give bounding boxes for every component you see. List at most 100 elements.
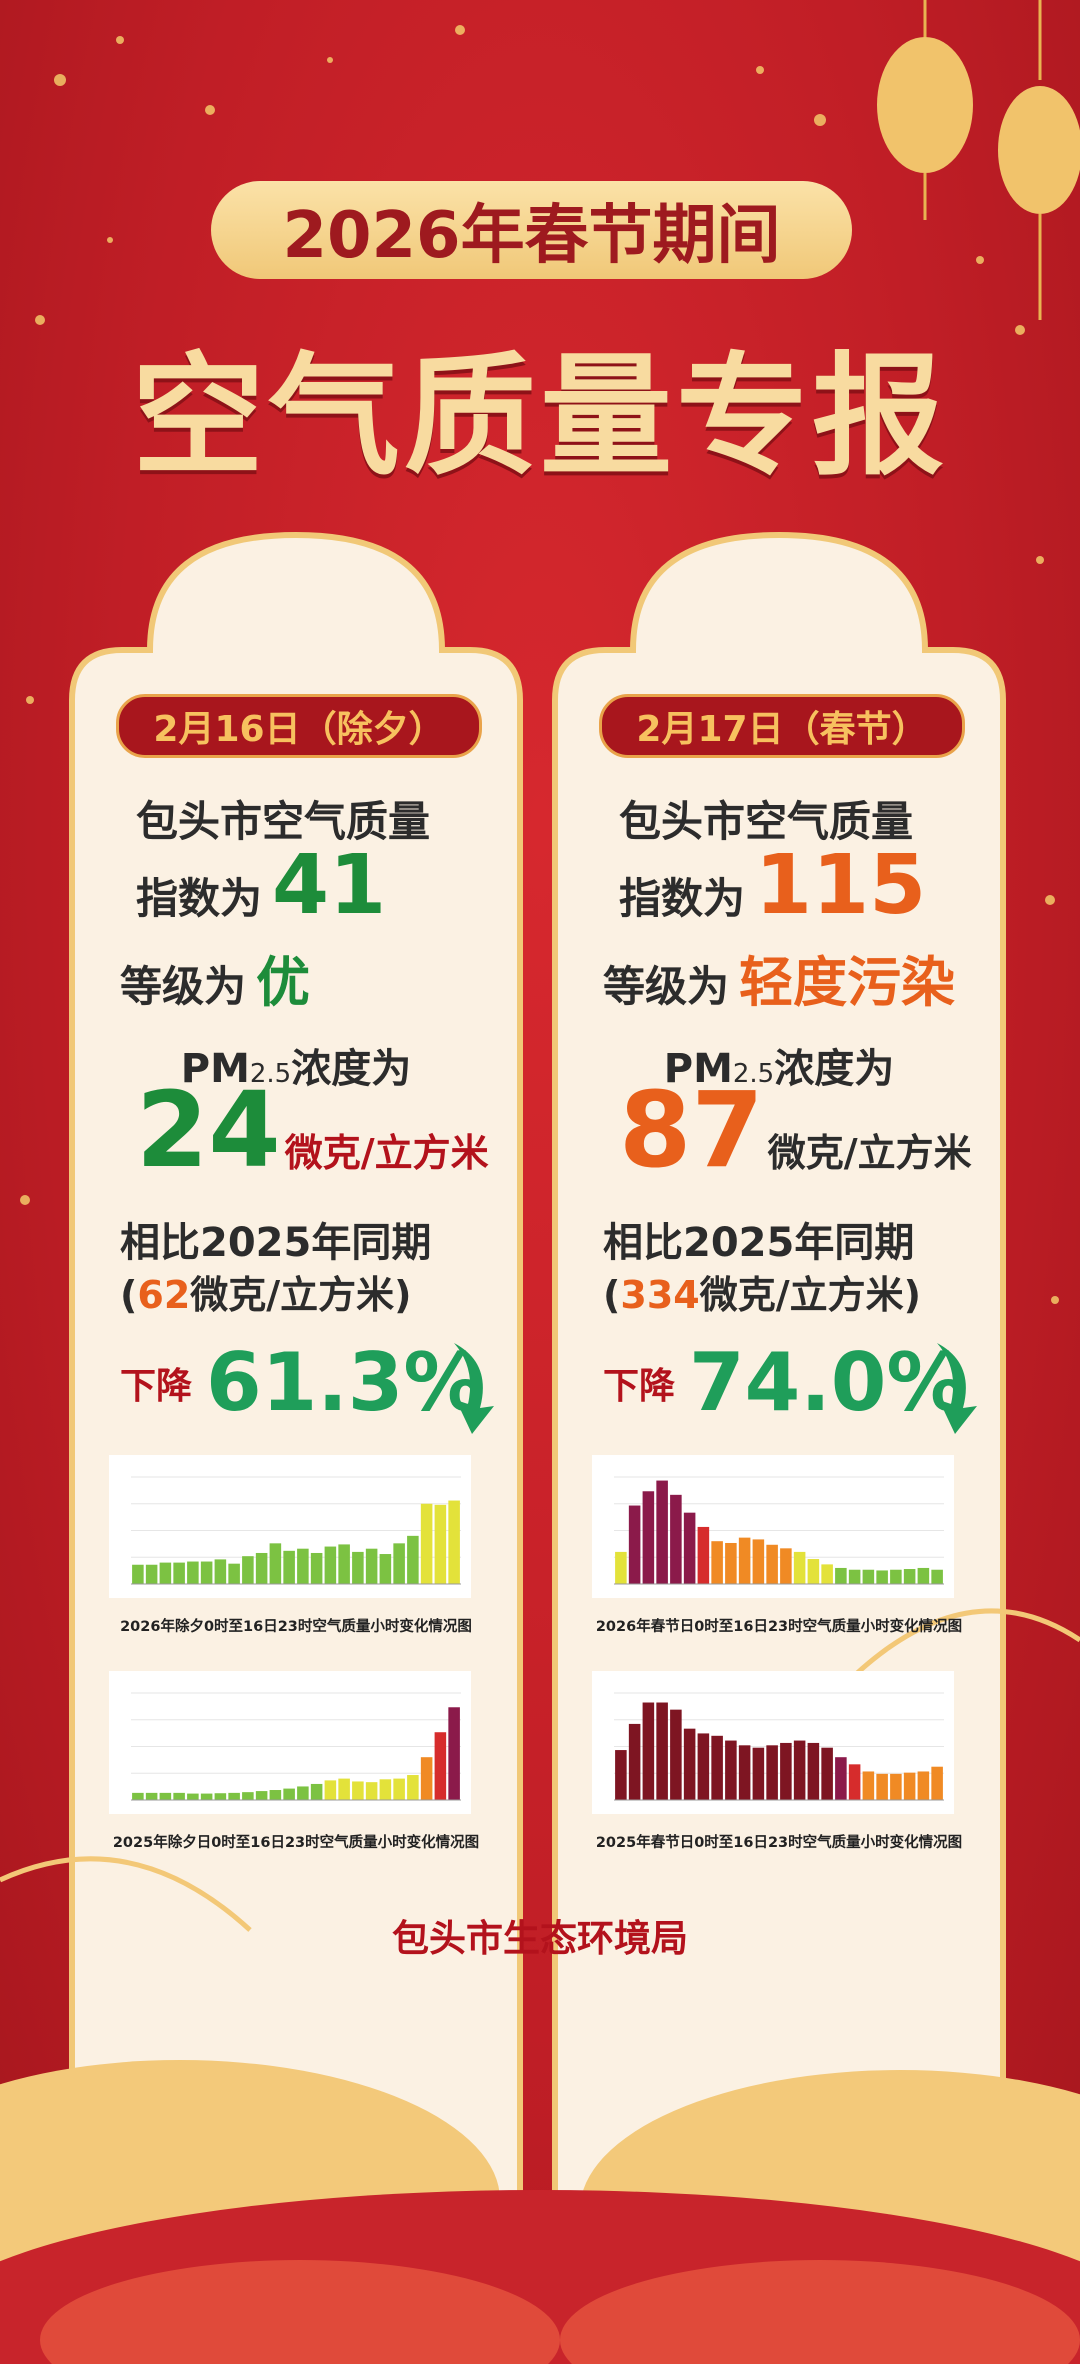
bar — [338, 1778, 350, 1800]
bar — [365, 1548, 378, 1584]
bar — [214, 1559, 227, 1584]
bar — [628, 1505, 641, 1584]
bar — [903, 1569, 916, 1584]
bar — [338, 1544, 350, 1584]
compare: 相比2025年同期 — [603, 1220, 915, 1266]
bar — [697, 1733, 710, 1800]
pm-line: PM2.5浓度为 — [555, 1036, 1003, 1094]
bar — [752, 1539, 765, 1584]
bar — [766, 1745, 778, 1800]
mini-chart — [109, 1455, 471, 1598]
mini-chart — [592, 1671, 954, 1814]
bar — [420, 1757, 433, 1800]
compare: 相比2025年同期 — [120, 1220, 432, 1266]
date-pill: 2月17日（春节） — [599, 694, 965, 758]
prev-close: 微克/立方米) — [699, 1273, 921, 1317]
prev-open: ( — [120, 1273, 138, 1317]
clouds — [0, 2060, 1080, 2364]
bar — [393, 1778, 405, 1800]
bar — [379, 1554, 392, 1584]
chart-caption: 2025年除夕日0时至16日23时空气质量小时变化情况图 — [112, 1835, 480, 1851]
bar — [780, 1742, 792, 1800]
bar — [876, 1773, 888, 1800]
prev-open: ( — [603, 1273, 621, 1317]
confetti — [20, 25, 1059, 1304]
bar — [283, 1788, 295, 1800]
pm-unit: 微克/立方米 — [284, 1131, 489, 1175]
bar — [642, 1702, 655, 1800]
bar — [379, 1779, 392, 1800]
pm-value-line: 87 微克/立方米 — [619, 1078, 972, 1182]
pm-label: PM — [180, 1046, 250, 1092]
bar — [738, 1745, 751, 1800]
drop-label: 下降 — [603, 1365, 676, 1407]
bar — [228, 1792, 240, 1800]
bar — [807, 1742, 820, 1800]
down-arrow — [937, 1343, 977, 1434]
bar — [890, 1569, 902, 1584]
level-line: 等级为优 — [120, 938, 310, 1017]
bar — [434, 1504, 447, 1584]
bar — [173, 1562, 185, 1584]
bar — [711, 1735, 723, 1800]
bar — [132, 1564, 144, 1584]
bar — [173, 1792, 185, 1800]
bar — [228, 1563, 240, 1584]
bar — [848, 1569, 861, 1584]
cards — [69, 531, 1006, 2364]
bar — [766, 1544, 778, 1584]
prev-value: 62 — [137, 1273, 191, 1317]
title: 空气质量专报 — [132, 340, 948, 494]
bar — [793, 1551, 806, 1584]
bar — [310, 1552, 323, 1584]
bar — [917, 1771, 930, 1800]
pm-value: 24 — [136, 1069, 281, 1191]
level-label: 等级为 — [603, 962, 730, 1011]
prev-line: (62微克/立方米) — [120, 1264, 412, 1319]
bar — [352, 1551, 364, 1584]
level-label: 等级为 — [120, 962, 247, 1011]
bar — [393, 1543, 405, 1584]
bar — [656, 1480, 668, 1584]
bar — [242, 1556, 254, 1584]
bar — [683, 1728, 696, 1800]
bar — [269, 1543, 282, 1584]
bar — [890, 1773, 902, 1800]
pm-tail: 浓度为 — [774, 1046, 895, 1092]
bar — [200, 1561, 213, 1584]
bar — [200, 1793, 213, 1800]
drop-value: 74.0% — [689, 1336, 967, 1429]
subtitle: 2026年春节期间 — [211, 181, 852, 279]
drop-label: 下降 — [120, 1365, 193, 1407]
bar — [835, 1567, 847, 1584]
bar — [145, 1564, 158, 1584]
pm-value-line: 24 微克/立方米 — [136, 1078, 489, 1182]
bar — [255, 1552, 268, 1584]
bar — [407, 1775, 419, 1800]
chart-caption: 2026年春节日0时至16日23时空气质量小时变化情况图 — [595, 1619, 963, 1635]
bar — [448, 1707, 460, 1800]
bar — [793, 1740, 806, 1800]
prev-line: (334微克/立方米) — [603, 1264, 921, 1319]
down-arrow — [454, 1343, 494, 1434]
level-value: 轻度污染 — [739, 951, 956, 1014]
bar — [876, 1570, 888, 1584]
aqi-value: 115 — [755, 838, 927, 933]
bar — [297, 1786, 309, 1800]
line1: 包头市空气质量 — [619, 797, 914, 846]
bar — [297, 1548, 309, 1584]
arrow-body — [937, 1343, 977, 1434]
bar — [670, 1709, 682, 1800]
bar — [132, 1792, 144, 1800]
pm-unit: 微克/立方米 — [767, 1131, 972, 1175]
bar — [697, 1526, 710, 1584]
pm-value: 87 — [619, 1069, 764, 1191]
aqi-label: 指数为 — [619, 874, 746, 923]
bar — [407, 1535, 419, 1584]
bar — [159, 1562, 172, 1584]
bar — [187, 1793, 199, 1800]
mini-chart — [592, 1455, 954, 1598]
bar — [725, 1740, 737, 1800]
